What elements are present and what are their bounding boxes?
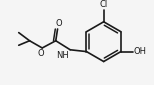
- Text: O: O: [38, 49, 45, 58]
- Text: NH: NH: [57, 51, 69, 60]
- Text: OH: OH: [134, 47, 146, 56]
- Text: Cl: Cl: [99, 0, 108, 9]
- Text: O: O: [55, 19, 62, 28]
